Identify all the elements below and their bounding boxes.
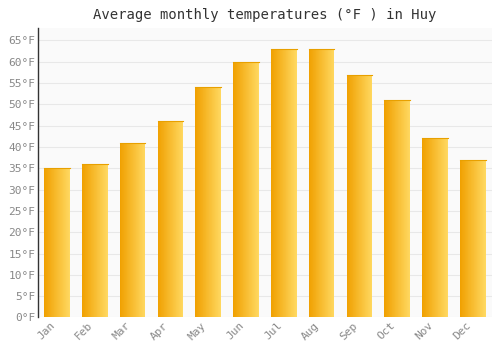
Title: Average monthly temperatures (°F ) in Huy: Average monthly temperatures (°F ) in Hu… xyxy=(93,8,436,22)
